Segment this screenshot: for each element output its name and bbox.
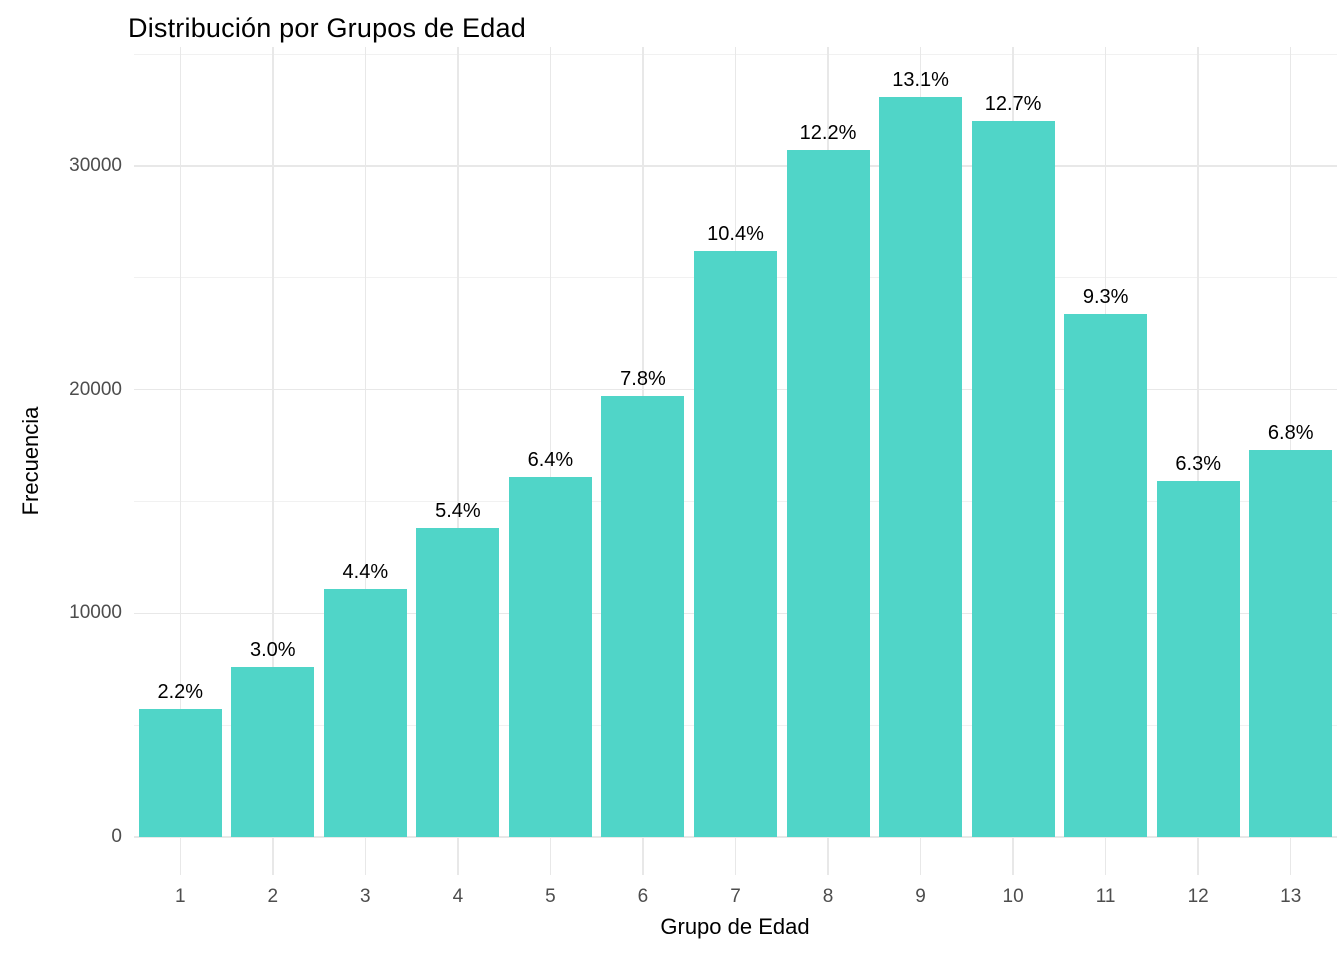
x-tick-label: 11 [1095, 886, 1116, 907]
bar-value-label: 12.2% [799, 122, 857, 145]
y-tick-label: 30000 [69, 154, 122, 176]
bar-value-label: 13.1% [892, 68, 949, 91]
bar [508, 476, 592, 837]
x-tick-label: 2 [267, 886, 279, 907]
bar [694, 250, 777, 837]
bar [971, 121, 1055, 837]
y-tick-label: 20000 [69, 378, 122, 400]
x-tick-label: 5 [545, 886, 556, 907]
bar-value-label: 6.4% [527, 448, 574, 471]
bar-value-label: 4.4% [342, 560, 389, 583]
bar [879, 96, 963, 837]
bar-value-label: 12.7% [984, 93, 1042, 116]
bar-value-label: 6.3% [1175, 453, 1221, 476]
x-tick-label: 9 [915, 886, 926, 907]
bar [1249, 449, 1333, 837]
x-tick-label: 4 [452, 886, 464, 907]
y-tick-label: 0 [111, 826, 122, 847]
chart-title: Distribución por Grupos de Edad [128, 13, 526, 43]
bar [786, 150, 870, 837]
bar [416, 528, 500, 837]
bar [231, 666, 315, 837]
bar-value-label: 6.8% [1267, 421, 1314, 444]
x-tick-label: 10 [1002, 886, 1024, 907]
x-tick-label: 12 [1187, 886, 1209, 907]
x-axis-title: Grupo de Edad [660, 914, 810, 939]
bar-value-label: 9.3% [1082, 285, 1129, 308]
x-tick-label: 6 [637, 886, 649, 907]
bar [1064, 313, 1148, 837]
bar-value-label: 7.8% [620, 368, 666, 391]
bar [138, 709, 222, 837]
bar [323, 588, 407, 837]
bar [601, 396, 685, 837]
x-tick-label: 3 [360, 886, 371, 907]
x-tick-label: 7 [730, 886, 741, 907]
bar [1156, 481, 1240, 837]
x-tick-label: 13 [1280, 886, 1302, 907]
y-axis-title: Frecuencia [18, 406, 43, 516]
bar-value-label: 10.4% [707, 222, 764, 245]
y-tick-label: 10000 [69, 602, 122, 624]
bar-value-label: 3.0% [250, 638, 296, 661]
x-tick-label: 1 [174, 886, 186, 907]
bar-value-label: 2.2% [157, 681, 204, 704]
x-tick-label: 8 [822, 886, 834, 907]
bar-value-label: 5.4% [435, 500, 481, 523]
